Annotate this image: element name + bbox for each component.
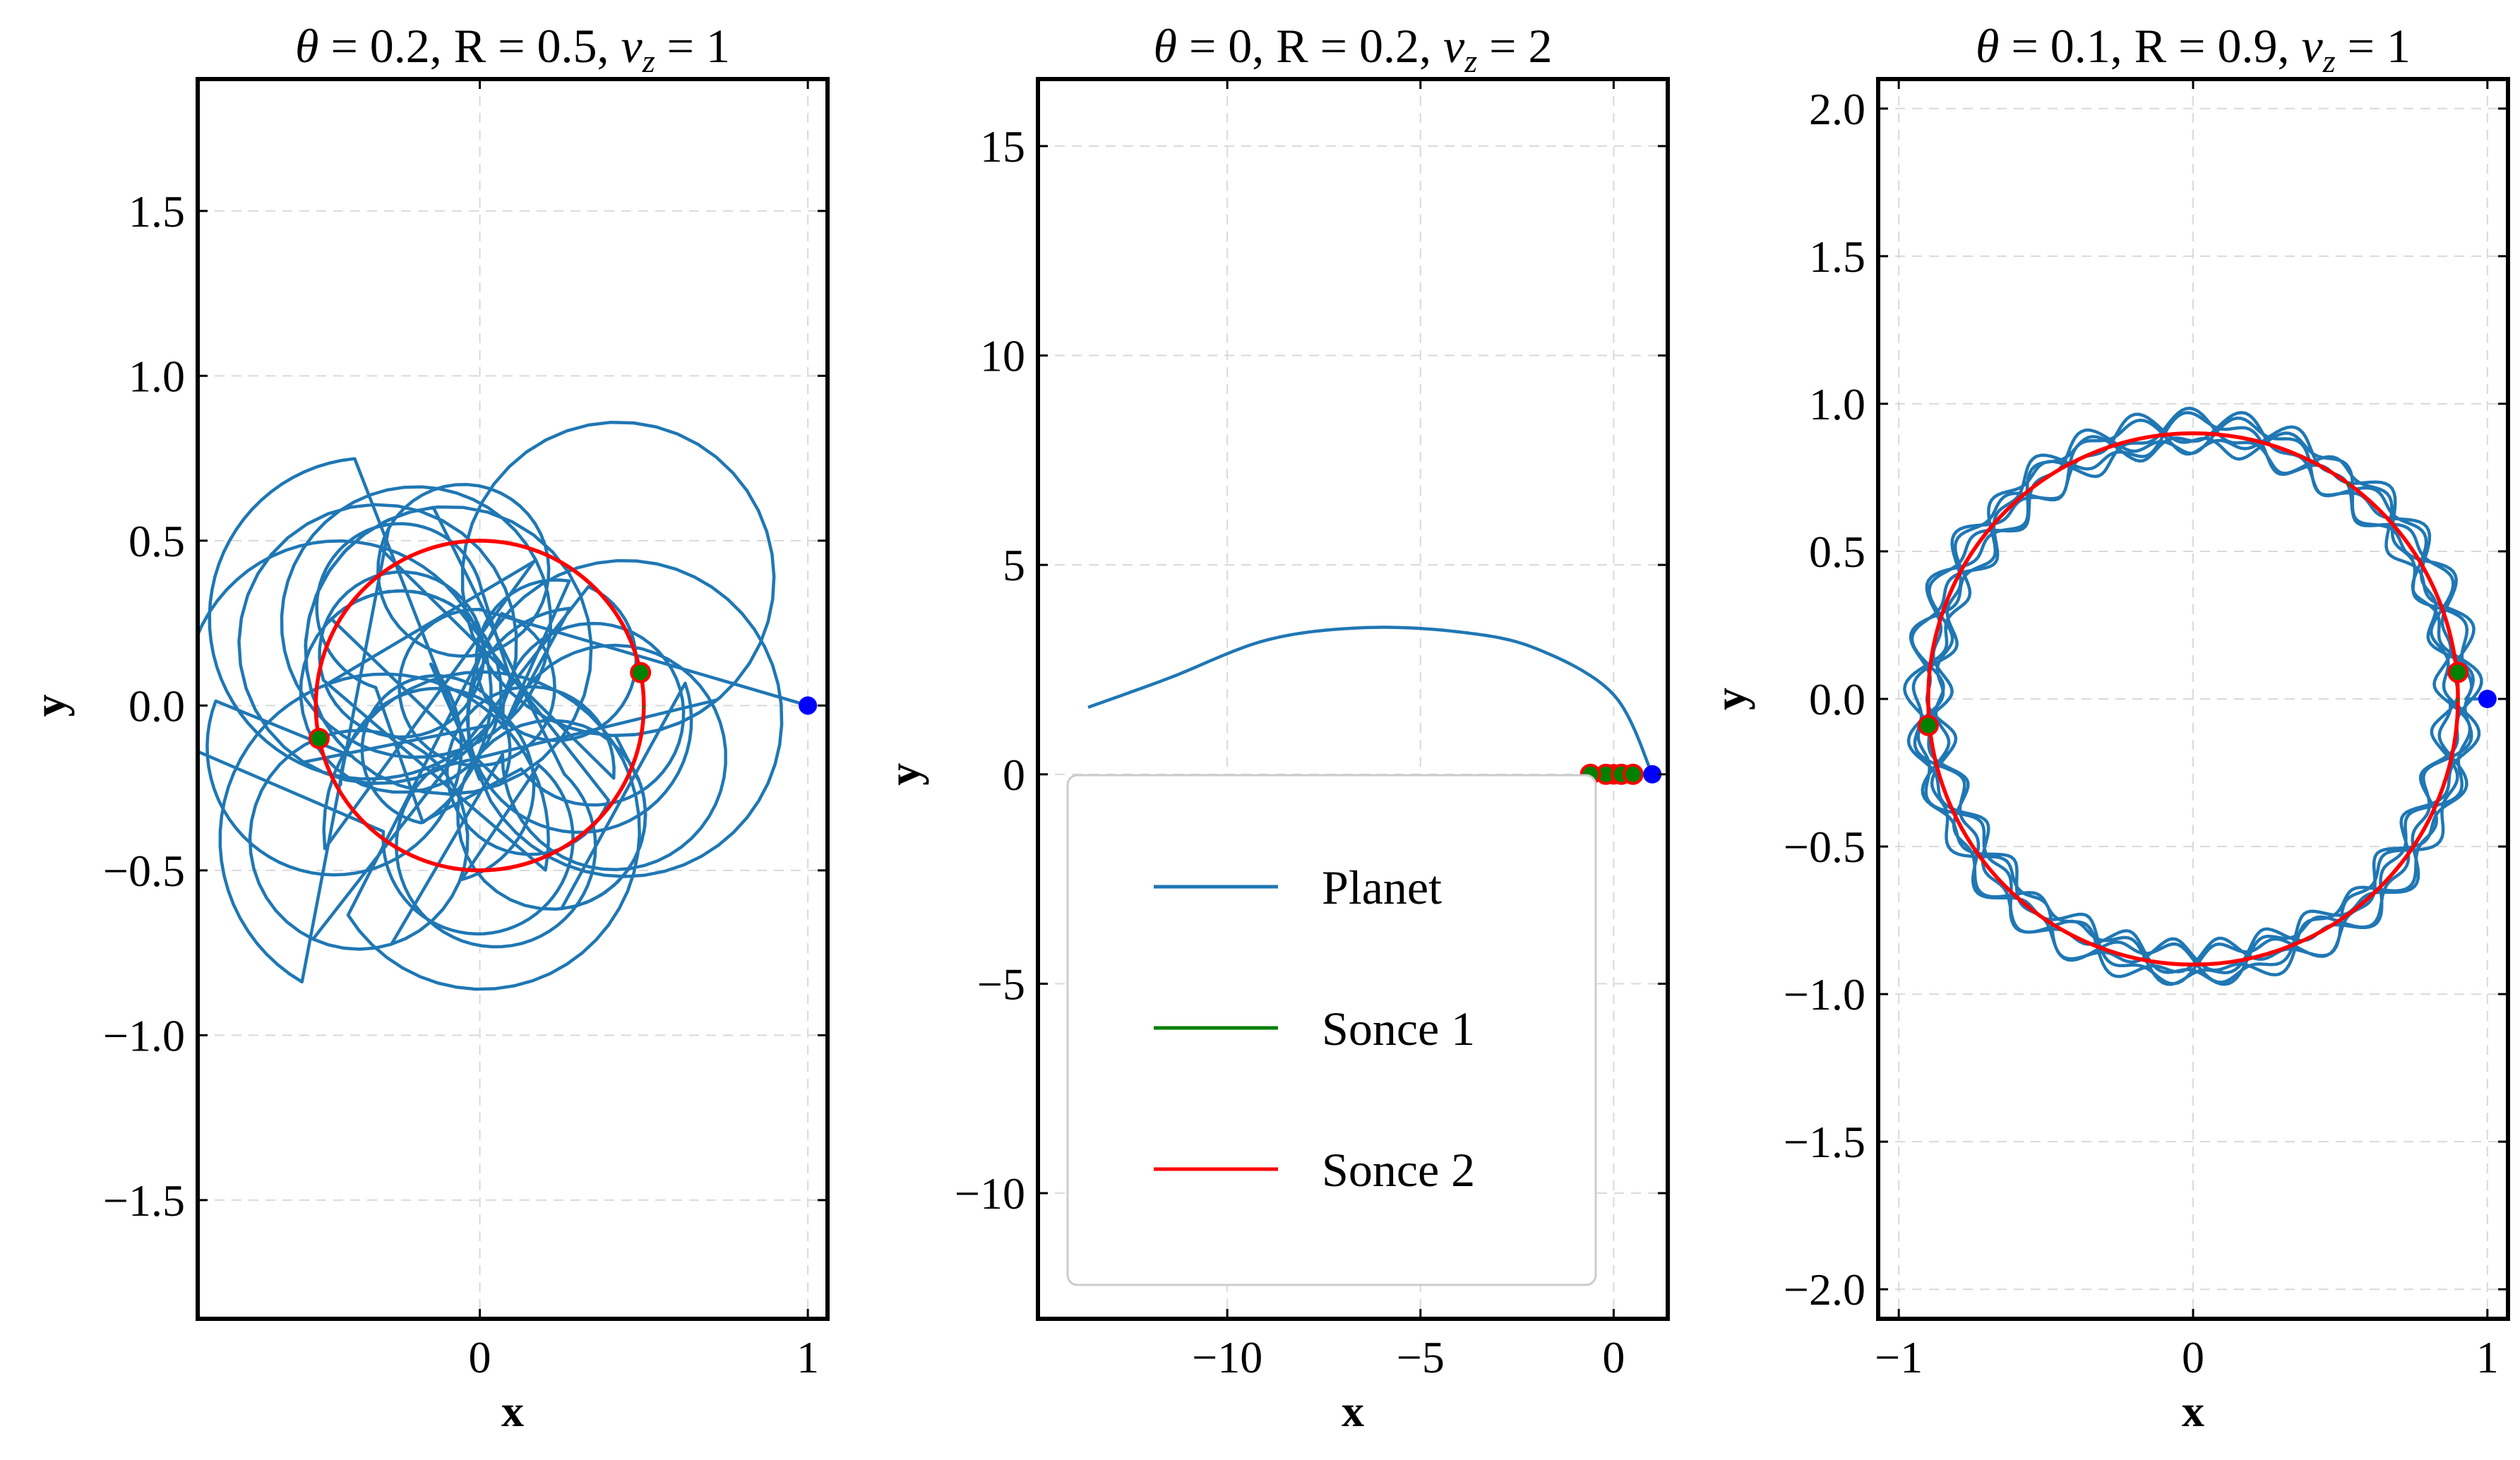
subplot-title: θ = 0.1, R = 0.9, vz = 1 [1976, 19, 2411, 79]
y-tick-label: 1.0 [129, 351, 185, 401]
subplot-title: θ = 0, R = 0.2, vz = 2 [1154, 19, 1553, 79]
subplot-3: −1 0 1 −2.0 −1.5 −1.0 −0.5 0.0 0.5 1.0 1.5 2.0 x y θ =… [1705, 19, 2510, 1436]
legend: Planet Sonce 1 Sonce 2 [1066, 774, 1597, 1286]
planet-trajectory [1087, 626, 1654, 775]
y-tick-label: 15 [980, 121, 1025, 172]
y-tick-label: −1.0 [103, 1010, 185, 1060]
y-tick-label: 5 [1003, 540, 1025, 590]
plot-area [1087, 626, 1662, 785]
y-axis-label: y [25, 694, 75, 717]
y-tick-label: 0 [1003, 750, 1025, 800]
legend-label: Planet [1322, 861, 1442, 914]
y-tick-label: −2.0 [1784, 1264, 1865, 1315]
subplot-2: −10 −5 0 −10 −5 0 5 10 15 x y θ = 0, R = 0.2, vz = … [879, 19, 1670, 1436]
sun1-orbit [314, 539, 645, 872]
x-tick-label: 0 [469, 1332, 491, 1382]
y-tick-label: −0.5 [1784, 822, 1865, 872]
planet-marker [1643, 765, 1662, 784]
plot-area [198, 420, 818, 991]
y-tick-label: −0.5 [103, 846, 185, 896]
y-axis-label: y [1705, 688, 1755, 710]
x-axis-label: x [1342, 1386, 1364, 1436]
sun-marker [1622, 763, 1644, 785]
y-tick-label: 1.0 [1809, 379, 1865, 429]
y-tick-label: −1.5 [1784, 1117, 1865, 1167]
legend-box [1066, 774, 1597, 1286]
y-tick-label: 10 [980, 331, 1025, 381]
planet-trajectory [1903, 407, 2488, 986]
x-tick-label: 1 [2476, 1332, 2499, 1382]
y-tick-label: 1.5 [1809, 232, 1865, 282]
y-tick-label: −1.0 [1784, 969, 1865, 1019]
x-tick-label: 0 [1602, 1332, 1625, 1382]
x-tick-label: −10 [1192, 1332, 1262, 1382]
axes-frame [196, 77, 830, 1321]
sun-marker [630, 662, 652, 683]
planet-marker [799, 696, 818, 715]
sun1-orbit [1927, 432, 2459, 966]
y-tick-label: −10 [955, 1168, 1025, 1219]
sun-marker [1917, 714, 1939, 736]
y-tick-label: 1.5 [129, 186, 185, 237]
x-tick-label: −1 [1875, 1332, 1923, 1382]
plot-area [1903, 407, 2497, 986]
y-tick-label: 0.0 [129, 681, 185, 731]
sun-marker [2447, 662, 2469, 683]
x-tick-label: 1 [796, 1332, 819, 1382]
subplot-title: θ = 0.2, R = 0.5, vz = 1 [295, 19, 730, 79]
subplot-1: 0 1 −1.5 −1.0 −0.5 0.0 0.5 1.0 1.5 x y θ = 0.2, R =… [25, 19, 830, 1436]
planet-trajectory [198, 420, 808, 991]
y-tick-label: −1.5 [103, 1175, 185, 1226]
y-axis-label: y [879, 763, 929, 786]
legend-label: Sonce 2 [1322, 1143, 1475, 1197]
legend-label: Sonce 1 [1322, 1002, 1475, 1055]
x-tick-label: 0 [2182, 1332, 2204, 1382]
axes-frame [1036, 77, 1670, 1321]
y-tick-label: 0.5 [129, 516, 185, 566]
y-tick-label: −5 [977, 959, 1025, 1009]
x-tick-label: −5 [1397, 1332, 1445, 1382]
x-axis-label: x [501, 1386, 524, 1436]
y-tick-label: 0.5 [1809, 527, 1865, 577]
y-tick-label: 2.0 [1809, 84, 1865, 134]
sun-marker [308, 728, 330, 750]
planet-marker [2478, 690, 2497, 708]
y-tick-label: 0.0 [1809, 674, 1865, 724]
x-axis-label: x [2182, 1386, 2204, 1436]
